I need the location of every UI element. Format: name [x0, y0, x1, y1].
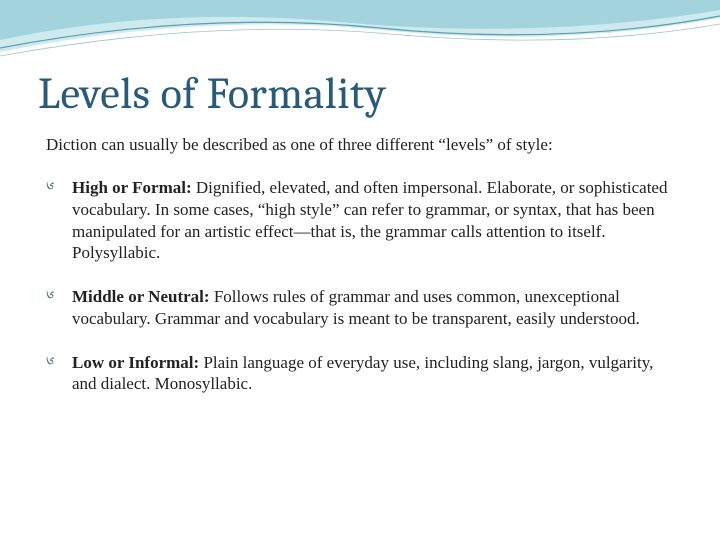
- bullet-icon: ༦: [46, 288, 54, 308]
- list-item: ༦ High or Formal: Dignified, elevated, a…: [46, 177, 682, 264]
- item-term: Low or Informal:: [72, 353, 199, 372]
- intro-text: Diction can usually be described as one …: [38, 135, 682, 155]
- item-term: High or Formal:: [72, 178, 192, 197]
- slide-title: Levels of Formality: [38, 68, 682, 119]
- slide-content: Levels of Formality Diction can usually …: [0, 0, 720, 395]
- list-item: ༦ Low or Informal: Plain language of eve…: [46, 352, 682, 396]
- bullet-icon: ༦: [46, 179, 54, 199]
- item-term: Middle or Neutral:: [72, 287, 210, 306]
- bullet-list: ༦ High or Formal: Dignified, elevated, a…: [38, 177, 682, 395]
- list-item: ༦ Middle or Neutral: Follows rules of gr…: [46, 286, 682, 330]
- bullet-icon: ༦: [46, 354, 54, 374]
